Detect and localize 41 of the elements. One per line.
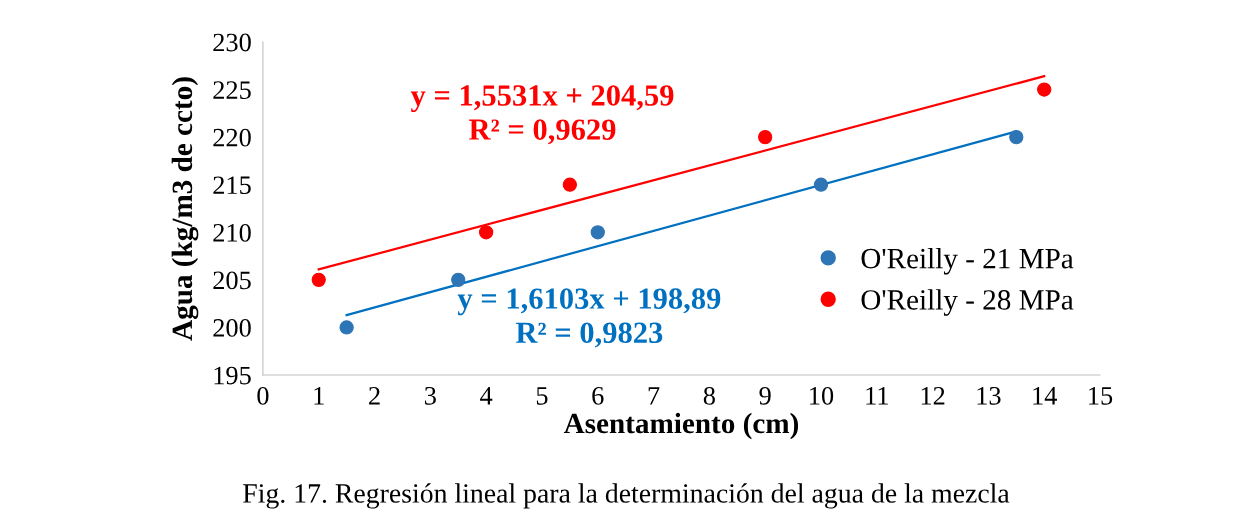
x-tick-label: 15 bbox=[1089, 387, 1113, 405]
x-tick-label: 7 bbox=[648, 387, 660, 405]
point bbox=[1009, 129, 1024, 145]
x-tick-label: 5 bbox=[536, 387, 548, 405]
point bbox=[1037, 82, 1052, 97]
y-tick-label: 210 bbox=[213, 223, 251, 242]
point bbox=[813, 177, 829, 192]
x-tick-label: 14 bbox=[1033, 387, 1057, 405]
x-tick-label: 11 bbox=[866, 387, 888, 405]
y-tick-label: 205 bbox=[213, 271, 251, 290]
x-tick-label: 6 bbox=[592, 386, 604, 405]
x-tick-label: 1 bbox=[314, 387, 324, 405]
point bbox=[478, 225, 494, 240]
point bbox=[590, 225, 605, 240]
legend-label: O'Reilly - 28 MPa bbox=[861, 289, 1074, 316]
x-tick-label: 13 bbox=[977, 386, 1001, 405]
annotation: y = 1,5531x + 204,59 R² = 0,9629 bbox=[410, 85, 674, 145]
x-tick-label: 9 bbox=[759, 386, 771, 405]
x-tick-label: 8 bbox=[703, 386, 715, 405]
x-axis-title: Asentamiento (cm) bbox=[563, 412, 799, 440]
y-tick-label: 215 bbox=[213, 176, 251, 195]
caption: Fig. 17. Regresión lineal para la determinación del agua de la mezcla bbox=[243, 483, 1010, 509]
x-tick-label: 2 bbox=[369, 386, 380, 405]
annotation: y = 1,6103x + 198,89 R² = 0,9823 bbox=[457, 288, 721, 348]
x-tick-label: 10 bbox=[810, 386, 834, 405]
y-tick-label: 195 bbox=[214, 366, 251, 385]
point bbox=[311, 272, 326, 287]
x-tick-label: 4 bbox=[480, 387, 493, 405]
x-tick-label: 12 bbox=[921, 386, 945, 405]
x-tick-label: 0 bbox=[257, 386, 269, 405]
y-tick-label: 225 bbox=[213, 81, 251, 99]
point bbox=[562, 177, 577, 192]
point bbox=[339, 320, 354, 335]
point bbox=[758, 129, 773, 145]
y-tick-label: 220 bbox=[213, 128, 251, 147]
legend-label: O'Reilly - 21 MPa bbox=[861, 247, 1074, 275]
y-tick-label: 200 bbox=[213, 319, 251, 337]
y-tick-label: 230 bbox=[213, 33, 251, 52]
x-tick-label: 3 bbox=[425, 386, 436, 405]
point bbox=[451, 272, 466, 287]
y-axis-title: Agua (kg/m3 de ccto) bbox=[171, 77, 199, 341]
